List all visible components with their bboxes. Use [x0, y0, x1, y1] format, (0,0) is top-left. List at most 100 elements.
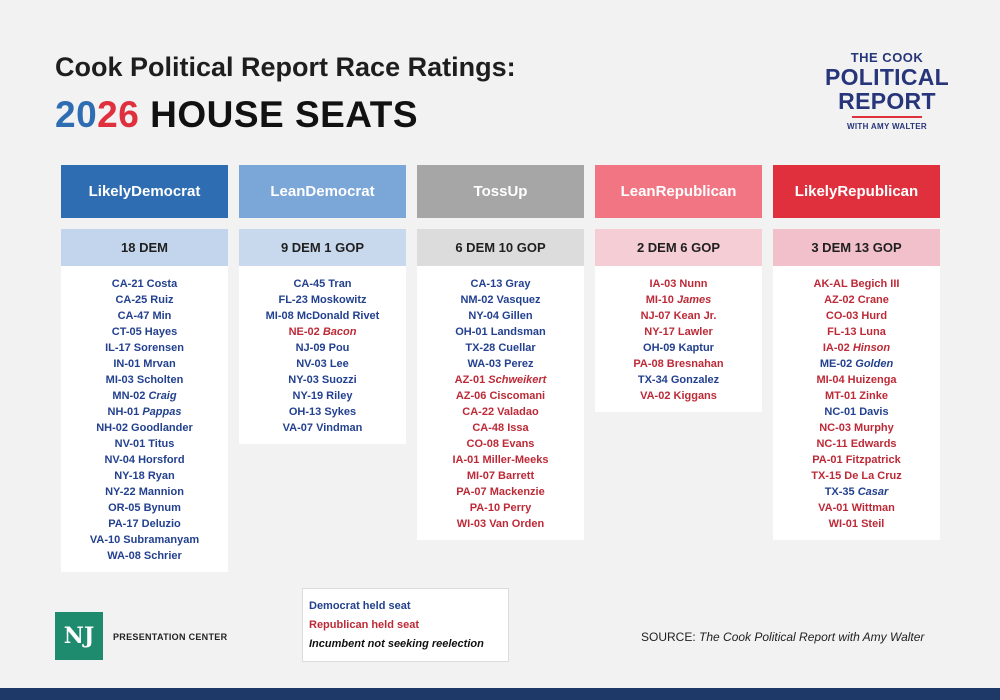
column-lean-dem: Lean Democrat 9 DEM 1 GOP CA-45 Tran FL-23 M… [239, 165, 406, 444]
logo-line2: POLITICAL [824, 64, 950, 90]
column-header-line1: Likely [88, 182, 132, 200]
seat-district: WI-01 [828, 518, 862, 530]
seat-item: PA-17 Deluzio [65, 516, 224, 532]
seat-member: Vindman [316, 422, 363, 434]
seat-district: VA-02 [640, 390, 674, 402]
seat-member: James [676, 294, 712, 306]
seat-member: Kaptur [678, 342, 714, 354]
seat-member: Ciscomani [489, 390, 546, 402]
seat-district: CO-08 [466, 438, 503, 450]
seat-item: NM-02 Vasquez [421, 292, 580, 308]
seat-member: Davis [859, 406, 889, 418]
year-part-red: 26 [97, 94, 140, 135]
seat-district: NV-01 [114, 438, 149, 450]
seat-district: NC-03 [819, 422, 855, 434]
seat-member: Perez [504, 358, 534, 370]
seat-item: NC-11 Edwards [777, 436, 936, 452]
chart-title-line1: Cook Political Report Race Ratings: [55, 52, 516, 82]
seat-district: IL-17 [105, 342, 134, 354]
seat-district: CA-48 [472, 422, 508, 434]
seat-member: Moskowitz [310, 294, 367, 306]
seat-member: Lawler [677, 326, 713, 338]
seat-district: NC-11 [816, 438, 851, 450]
seat-member: Sykes [324, 406, 357, 418]
seat-member: Huizenga [847, 374, 897, 386]
seat-member: Issa [507, 422, 529, 434]
seat-district: TX-15 [811, 470, 845, 482]
seat-item: NY-22 Mannion [65, 484, 224, 500]
seat-count: 9 DEM 1 GOP [239, 229, 406, 266]
seat-member: Murphy [854, 422, 894, 434]
seat-district: NY-19 [292, 390, 327, 402]
column-header: Toss Up [417, 165, 584, 218]
seat-item: NH-01 Pappas [65, 404, 224, 420]
seat-district: AZ-01 [454, 374, 489, 386]
seat-district: NV-04 [104, 454, 139, 466]
seat-item: CA-48 Issa [421, 420, 580, 436]
seat-district: NC-01 [824, 406, 860, 418]
seat-item: MI-10 James [599, 292, 758, 308]
seat-member: Subramanyam [123, 534, 200, 546]
seat-district: CA-21 [111, 278, 147, 290]
seat-item: VA-02 Kiggans [599, 388, 758, 404]
legend-incumbent: Incumbent not seeking reelection [309, 638, 484, 650]
seat-district: AZ-06 [455, 390, 490, 402]
seat-member: Miller-Meeks [482, 454, 549, 466]
seat-item: WI-03 Van Orden [421, 516, 580, 532]
seat-district: VA-07 [282, 422, 317, 434]
column-header-line1: Lean [620, 182, 656, 200]
seat-member: Gray [505, 278, 531, 290]
seat-member: McDonald Rivet [296, 310, 380, 322]
seat-member: Valadao [497, 406, 539, 418]
seat-member: Mackenzie [489, 486, 545, 498]
seat-list: AK-AL Begich III AZ-02 Crane CO-03 Hurd FL-… [773, 266, 940, 540]
seat-member: Hinson [852, 342, 891, 354]
seat-member: Mannion [138, 486, 184, 498]
seat-item: MI-08 McDonald Rivet [243, 308, 402, 324]
seat-member: Fitzpatrick [845, 454, 901, 466]
seat-item: PA-01 Fitzpatrick [777, 452, 936, 468]
column-likely-rep: Likely Republican 3 DEM 13 GOP AK-AL Begich… [773, 165, 940, 540]
seat-item: VA-10 Subramanyam [65, 532, 224, 548]
seat-item: NJ-07 Kean Jr. [599, 308, 758, 324]
seat-district: NJ-07 [640, 310, 674, 322]
seat-item: CT-05 Hayes [65, 324, 224, 340]
seat-item: NY-17 Lawler [599, 324, 758, 340]
seat-district: NY-17 [644, 326, 678, 338]
year-part-blue: 20 [55, 94, 98, 135]
seat-district: NY-22 [105, 486, 139, 498]
seat-member: Tran [328, 278, 352, 290]
seat-item: PA-08 Bresnahan [599, 356, 758, 372]
seat-item: TX-34 Gonzalez [599, 372, 758, 388]
seat-district: OH-09 [643, 342, 679, 354]
seat-item: CA-22 Valadao [421, 404, 580, 420]
seat-item: IA-03 Nunn [599, 276, 758, 292]
column-header-line2: Republican [837, 182, 919, 200]
logo-line1: THE COOK [850, 50, 924, 65]
column-likely-dem: Likely Democrat 18 DEM CA-21 Costa CA-25 Rui… [61, 165, 228, 572]
seat-item: NV-01 Titus [65, 436, 224, 452]
seat-district: FL-13 [827, 326, 860, 338]
seat-member: Horsford [138, 454, 185, 466]
seat-district: MI-08 [265, 310, 297, 322]
seat-member: De La Cruz [844, 470, 902, 482]
seat-district: PA-01 [812, 454, 846, 466]
column-header-line2: Republican [655, 182, 737, 200]
column-header-line2: Democrat [131, 182, 201, 200]
seat-item: AK-AL Begich III [777, 276, 936, 292]
seat-count: 6 DEM 10 GOP [417, 229, 584, 266]
seat-member: Riley [326, 390, 353, 402]
seat-district: NM-02 [460, 294, 497, 306]
seat-member: Pappas [142, 406, 182, 418]
seat-district: MI-07 [466, 470, 499, 482]
seat-district: CA-45 [293, 278, 329, 290]
seat-list: CA-13 Gray NM-02 Vasquez NY-04 Gillen OH-01… [417, 266, 584, 540]
seat-member: Bresnahan [666, 358, 724, 370]
seat-count: 18 DEM [61, 229, 228, 266]
seat-item: CA-45 Tran [243, 276, 402, 292]
legend-dem: Democrat held seat [309, 600, 411, 612]
seat-district: TX-35 [824, 486, 858, 498]
seat-member: Bacon [322, 326, 357, 338]
seat-member: Ruiz [150, 294, 174, 306]
seat-member: Wittman [851, 502, 895, 514]
